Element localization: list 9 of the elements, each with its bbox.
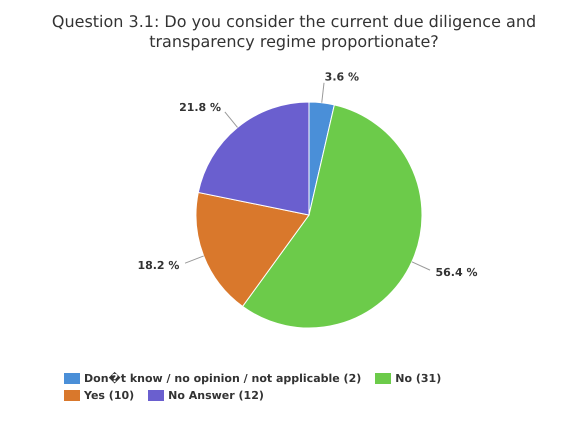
legend-label: No (31) xyxy=(395,372,442,385)
legend-label: Yes (10) xyxy=(84,389,134,402)
data-label: 18.2 % xyxy=(137,258,180,272)
data-label: 21.8 % xyxy=(179,100,222,114)
chart-title: Question 3.1: Do you consider the current due diligence and transparency regime proportionate? xyxy=(50,11,538,52)
legend-label: Don�t know / no opinion / not applicable (2) xyxy=(84,372,362,385)
legend-label: No Answer (12) xyxy=(168,389,264,402)
data-label: 3.6 % xyxy=(324,70,360,84)
data-label: 56.4 % xyxy=(436,266,478,280)
